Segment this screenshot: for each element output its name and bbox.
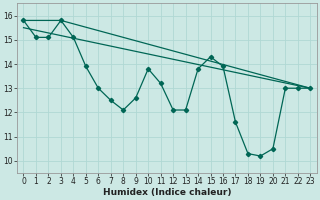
- X-axis label: Humidex (Indice chaleur): Humidex (Indice chaleur): [103, 188, 231, 197]
